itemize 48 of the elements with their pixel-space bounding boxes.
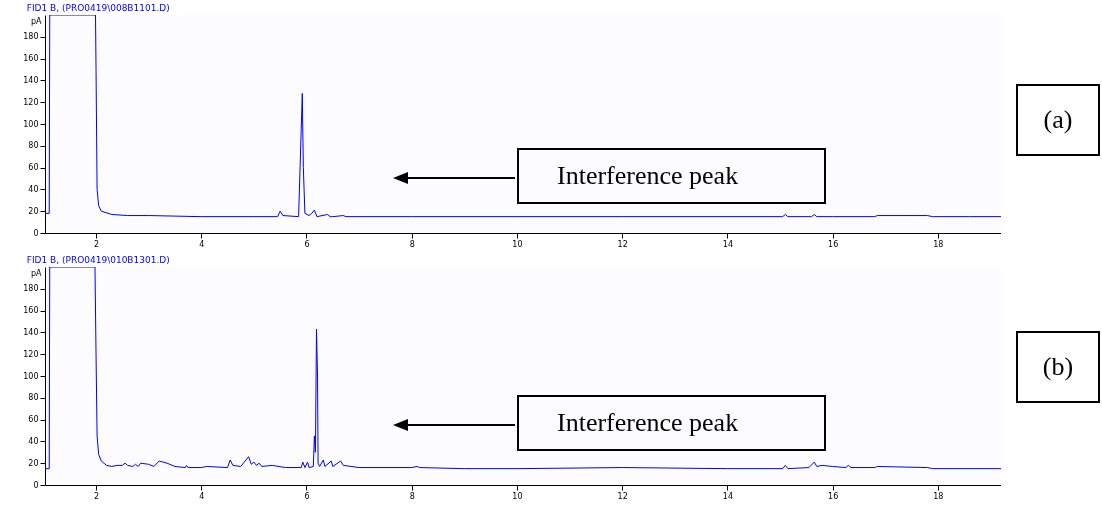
- x-tick-label: 6: [304, 239, 310, 249]
- y-tick-label: 0: [33, 228, 39, 238]
- x-tick-label: 18: [933, 491, 944, 501]
- line-series: [45, 15, 1001, 218]
- x-tick-label: 16: [828, 491, 839, 501]
- y-tick-label: 80: [28, 393, 39, 403]
- x-tick-label: 14: [722, 491, 733, 501]
- x-tick-label: 12: [617, 491, 628, 501]
- y-tick-label: 20: [28, 458, 39, 468]
- y-tick-label: 100: [23, 371, 39, 381]
- text-box: (b): [1016, 331, 1100, 403]
- x-tick-label: 16: [828, 239, 839, 249]
- y-tick-label: 120: [23, 97, 39, 107]
- y-tick-label: 140: [23, 327, 39, 337]
- chart-title: FID1 B, (PRO0419\010B1301.D): [26, 255, 170, 265]
- y-tick-label: 160: [23, 54, 39, 64]
- text-box: Interference peak: [517, 395, 826, 451]
- x-tick-label: 10: [512, 239, 523, 249]
- y-tick-label: 40: [28, 184, 39, 194]
- text-box: Interference peak: [517, 148, 826, 204]
- y-tick-label: 180: [23, 284, 39, 294]
- y-tick-label: 100: [23, 119, 39, 129]
- y-tick-label: 40: [28, 436, 39, 446]
- y-axis-title: pA: [30, 16, 43, 26]
- x-tick-label: 10: [512, 491, 523, 501]
- line-series: [45, 267, 1001, 470]
- x-tick-label: 14: [722, 239, 733, 249]
- y-tick-label: 180: [23, 32, 39, 42]
- x-tick-label: 8: [409, 239, 415, 249]
- x-tick-label: 6: [304, 491, 310, 501]
- x-tick-label: 8: [409, 491, 415, 501]
- x-tick-label: 4: [199, 239, 205, 249]
- x-tick-label: 4: [199, 491, 205, 501]
- text-box: (a): [1016, 84, 1100, 156]
- y-tick-label: 60: [28, 163, 39, 173]
- y-tick-label: 60: [28, 415, 39, 425]
- chart-title: FID1 B, (PRO0419\008B1101.D): [26, 3, 170, 13]
- x-tick-label: 18: [933, 239, 944, 249]
- y-tick-label: 0: [33, 480, 39, 490]
- y-tick-label: 80: [28, 141, 39, 151]
- x-tick-label: 2: [93, 491, 100, 501]
- y-tick-label: 20: [28, 206, 39, 216]
- y-tick-label: 140: [23, 75, 39, 85]
- y-tick-label: 160: [23, 306, 39, 316]
- y-axis-title: pA: [30, 268, 43, 278]
- x-tick-label: 2: [93, 239, 100, 249]
- y-tick-label: 120: [23, 349, 39, 359]
- x-tick-label: 12: [617, 239, 628, 249]
